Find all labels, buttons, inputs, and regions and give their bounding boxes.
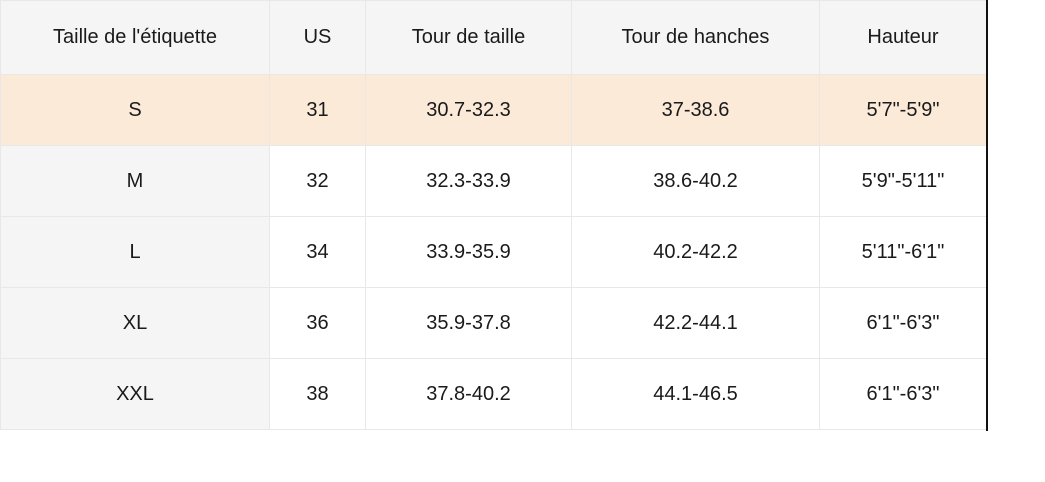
cell-hips: 38.6-40.2 bbox=[571, 145, 820, 217]
cell-waist: 30.7-32.3 bbox=[365, 74, 572, 146]
size-chart-header: Taille de l'étiquette US Tour de taille … bbox=[0, 0, 986, 75]
cell-hips: 44.1-46.5 bbox=[571, 358, 820, 430]
table-row[interactable]: M 32 32.3-33.9 38.6-40.2 5'9"-5'11" bbox=[0, 145, 986, 217]
table-row[interactable]: XL 36 35.9-37.8 42.2-44.1 6'1"-6'3" bbox=[0, 287, 986, 359]
cell-us: 32 bbox=[269, 145, 366, 217]
cell-height: 5'11"-6'1" bbox=[819, 216, 986, 288]
cell-height: 5'7"-5'9" bbox=[819, 74, 986, 146]
cell-size-label: S bbox=[0, 74, 270, 146]
cell-waist: 32.3-33.9 bbox=[365, 145, 572, 217]
size-chart-body: S 31 30.7-32.3 37-38.6 5'7"-5'9" M 32 32… bbox=[0, 74, 986, 430]
cell-waist: 33.9-35.9 bbox=[365, 216, 572, 288]
cell-height: 6'1"-6'3" bbox=[819, 358, 986, 430]
cell-waist: 35.9-37.8 bbox=[365, 287, 572, 359]
cell-size-label: XL bbox=[0, 287, 270, 359]
size-chart-viewport[interactable]: Taille de l'étiquette US Tour de taille … bbox=[0, 0, 988, 431]
cell-hips: 37-38.6 bbox=[571, 74, 820, 146]
column-header-height: Hauteur bbox=[819, 0, 986, 75]
cell-us: 31 bbox=[269, 74, 366, 146]
cell-us: 34 bbox=[269, 216, 366, 288]
table-row[interactable]: L 34 33.9-35.9 40.2-42.2 5'11"-6'1" bbox=[0, 216, 986, 288]
cell-us: 36 bbox=[269, 287, 366, 359]
cell-waist: 37.8-40.2 bbox=[365, 358, 572, 430]
column-header-label: Taille de l'étiquette bbox=[0, 0, 270, 75]
cell-us: 38 bbox=[269, 358, 366, 430]
cell-height: 6'1"-6'3" bbox=[819, 287, 986, 359]
cell-size-label: XXL bbox=[0, 358, 270, 430]
cell-size-label: M bbox=[0, 145, 270, 217]
table-row[interactable]: S 31 30.7-32.3 37-38.6 5'7"-5'9" bbox=[0, 74, 986, 146]
cell-size-label: L bbox=[0, 216, 270, 288]
column-header-hips: Tour de hanches bbox=[571, 0, 820, 75]
cell-hips: 40.2-42.2 bbox=[571, 216, 820, 288]
column-header-us: US bbox=[269, 0, 366, 75]
table-row[interactable]: XXL 38 37.8-40.2 44.1-46.5 6'1"-6'3" bbox=[0, 358, 986, 430]
column-header-waist: Tour de taille bbox=[365, 0, 572, 75]
cell-hips: 42.2-44.1 bbox=[571, 287, 820, 359]
header-row: Taille de l'étiquette US Tour de taille … bbox=[0, 0, 986, 75]
cell-height: 5'9"-5'11" bbox=[819, 145, 986, 217]
size-chart-table: Taille de l'étiquette US Tour de taille … bbox=[0, 0, 986, 430]
